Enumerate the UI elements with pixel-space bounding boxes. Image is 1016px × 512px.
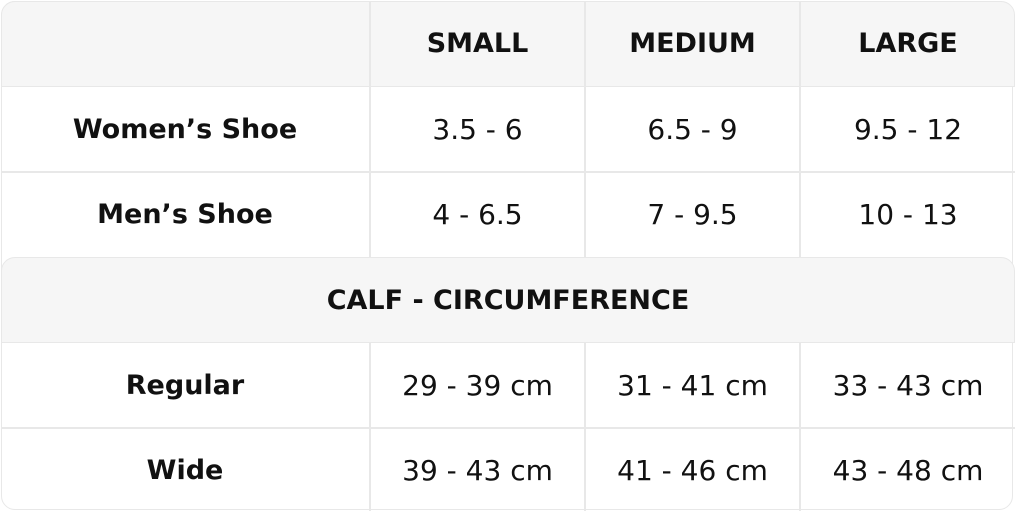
calf-section-header xyxy=(1,257,1015,343)
column-header-large: LARGE xyxy=(858,28,958,59)
calf-section-title: CALF - CIRCUMFERENCE xyxy=(326,284,690,316)
column-header-medium: MEDIUM xyxy=(629,28,756,59)
divider xyxy=(369,1,371,257)
divider xyxy=(1,171,1015,173)
table-cell: 4 - 6.5 xyxy=(432,198,523,231)
table-cell: 6.5 - 9 xyxy=(647,113,738,146)
table-cell: 3.5 - 6 xyxy=(432,113,523,146)
table-cell: 31 - 41 cm xyxy=(617,369,768,402)
table-cell: 10 - 13 xyxy=(858,198,958,231)
row-label-mens-shoe: Men’s Shoe xyxy=(97,199,273,230)
table-cell: 43 - 48 cm xyxy=(832,453,984,487)
divider xyxy=(584,1,586,257)
table-cell: 39 - 43 cm xyxy=(402,453,553,487)
table-cell: 7 - 9.5 xyxy=(647,198,738,231)
header-row xyxy=(1,1,1015,87)
column-header-small: SMALL xyxy=(426,28,529,59)
table-cell: 29 - 39 cm xyxy=(402,369,553,402)
divider xyxy=(799,1,801,257)
table-cell: 9.5 - 12 xyxy=(853,113,963,146)
row-label-regular: Regular xyxy=(125,370,245,401)
table-cell: 41 - 46 cm xyxy=(617,453,768,487)
row-label-womens-shoe: Women’s Shoe xyxy=(72,114,298,145)
divider xyxy=(1,427,1015,429)
row-label-wide: Wide xyxy=(146,454,224,486)
table-cell: 33 - 43 cm xyxy=(832,369,984,402)
